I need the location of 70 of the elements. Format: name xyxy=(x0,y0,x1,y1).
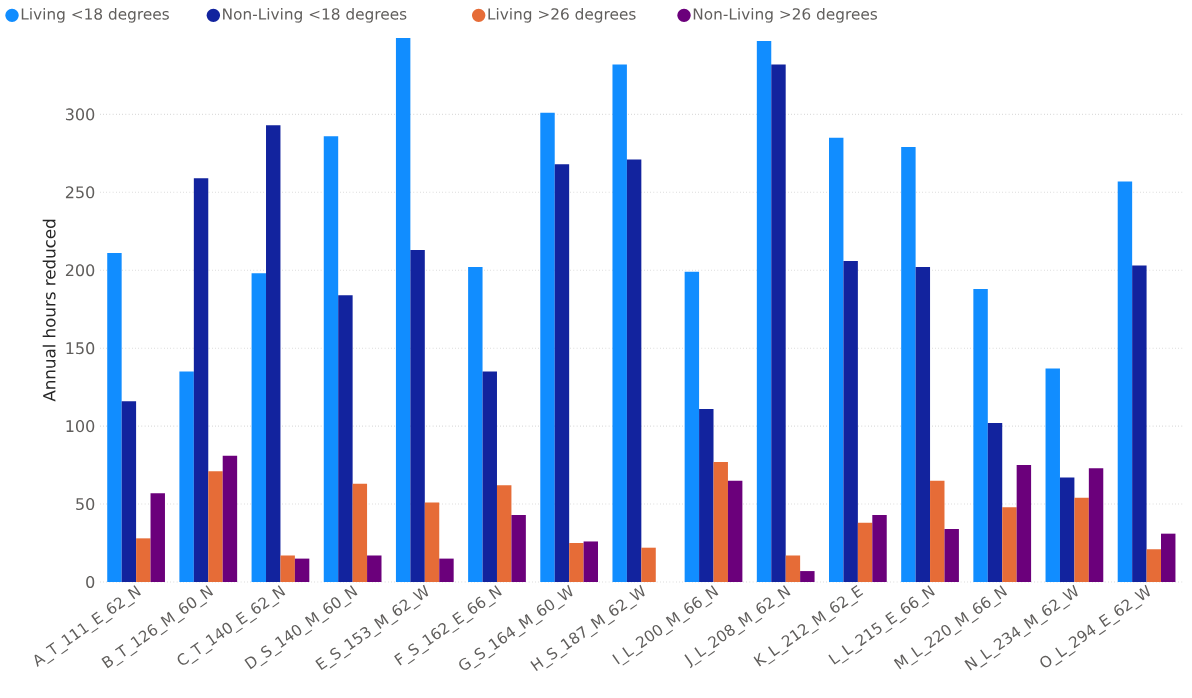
bar xyxy=(352,483,368,582)
y-tick-label: 100 xyxy=(66,420,95,433)
bar xyxy=(395,37,411,582)
y-tick-label: 300 xyxy=(65,108,95,121)
bar xyxy=(222,455,238,582)
bar xyxy=(1132,265,1147,582)
legend-label: Living <18 degrees xyxy=(21,7,169,23)
y-tick-label: 50 xyxy=(76,498,95,511)
bar xyxy=(410,249,425,582)
bar xyxy=(193,178,209,582)
bar xyxy=(1088,468,1104,582)
bar xyxy=(699,408,714,582)
bar xyxy=(987,423,1003,582)
bar xyxy=(930,480,945,582)
bar xyxy=(424,502,440,582)
bar xyxy=(973,288,988,582)
bar xyxy=(641,547,656,582)
legend-label: Non-Living >26 degrees xyxy=(693,7,878,23)
bar xyxy=(756,41,772,582)
bar xyxy=(251,273,267,582)
bar xyxy=(944,528,959,582)
bar xyxy=(136,538,151,582)
legend-label: Living >26 degrees xyxy=(488,7,636,23)
bar xyxy=(121,401,137,582)
bar xyxy=(150,493,165,582)
bar xyxy=(208,471,223,582)
bar xyxy=(785,555,801,582)
bar xyxy=(915,267,931,582)
y-tick-label: 250 xyxy=(65,186,95,199)
bar xyxy=(857,522,873,582)
bar xyxy=(612,64,627,582)
y-tick-label: 150 xyxy=(66,342,95,355)
bar xyxy=(1002,507,1017,582)
y-axis-title: Annual hours reduced xyxy=(42,219,56,402)
bar xyxy=(1117,181,1133,582)
bar xyxy=(1059,477,1075,582)
bar xyxy=(554,164,570,582)
bar xyxy=(800,571,815,582)
bar xyxy=(367,555,382,582)
bar xyxy=(482,371,497,582)
bar xyxy=(684,271,700,582)
bar xyxy=(540,112,555,582)
bar xyxy=(107,253,122,582)
bar xyxy=(1074,497,1089,582)
bar xyxy=(1016,465,1032,582)
bar xyxy=(266,125,281,582)
bar xyxy=(280,555,295,582)
bar xyxy=(771,64,786,582)
bar xyxy=(872,514,887,582)
bar xyxy=(727,480,743,582)
bar xyxy=(1161,533,1176,582)
bar xyxy=(511,514,526,582)
bar xyxy=(1146,549,1162,582)
bar xyxy=(323,136,339,582)
bar xyxy=(713,461,728,582)
bar xyxy=(439,558,454,582)
bar xyxy=(583,541,599,582)
bar xyxy=(569,543,584,582)
bar xyxy=(179,371,194,582)
bar xyxy=(829,137,844,582)
bar xyxy=(901,147,916,582)
bar xyxy=(468,267,483,582)
y-tick-label: 200 xyxy=(65,264,95,277)
bar xyxy=(626,159,642,582)
bar xyxy=(496,485,512,582)
bar xyxy=(338,295,353,582)
bar xyxy=(1045,368,1060,582)
legend-label: Non-Living <18 degrees xyxy=(223,7,407,23)
bar xyxy=(843,260,858,582)
bar xyxy=(294,558,310,582)
